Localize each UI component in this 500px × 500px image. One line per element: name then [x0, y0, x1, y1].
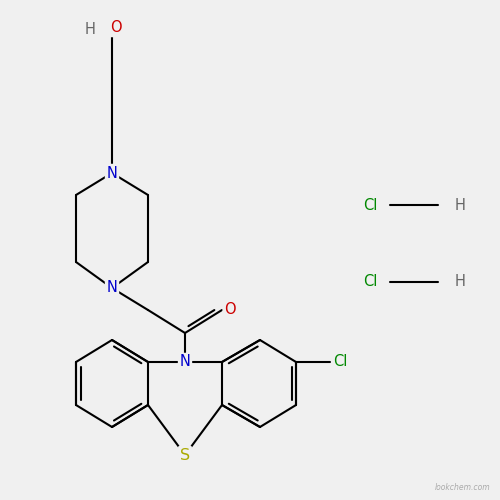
Text: H: H — [454, 274, 466, 289]
Text: Cl: Cl — [363, 274, 377, 289]
Text: Cl: Cl — [333, 354, 347, 370]
Text: lookchem.com: lookchem.com — [434, 483, 490, 492]
Text: N: N — [106, 280, 118, 295]
Text: Cl: Cl — [363, 198, 377, 212]
Text: H: H — [454, 198, 466, 212]
Text: N: N — [106, 166, 118, 180]
Text: O: O — [224, 302, 236, 318]
Text: O: O — [110, 20, 122, 36]
Text: N: N — [180, 354, 190, 370]
Text: H: H — [84, 22, 96, 38]
Text: S: S — [180, 448, 190, 462]
